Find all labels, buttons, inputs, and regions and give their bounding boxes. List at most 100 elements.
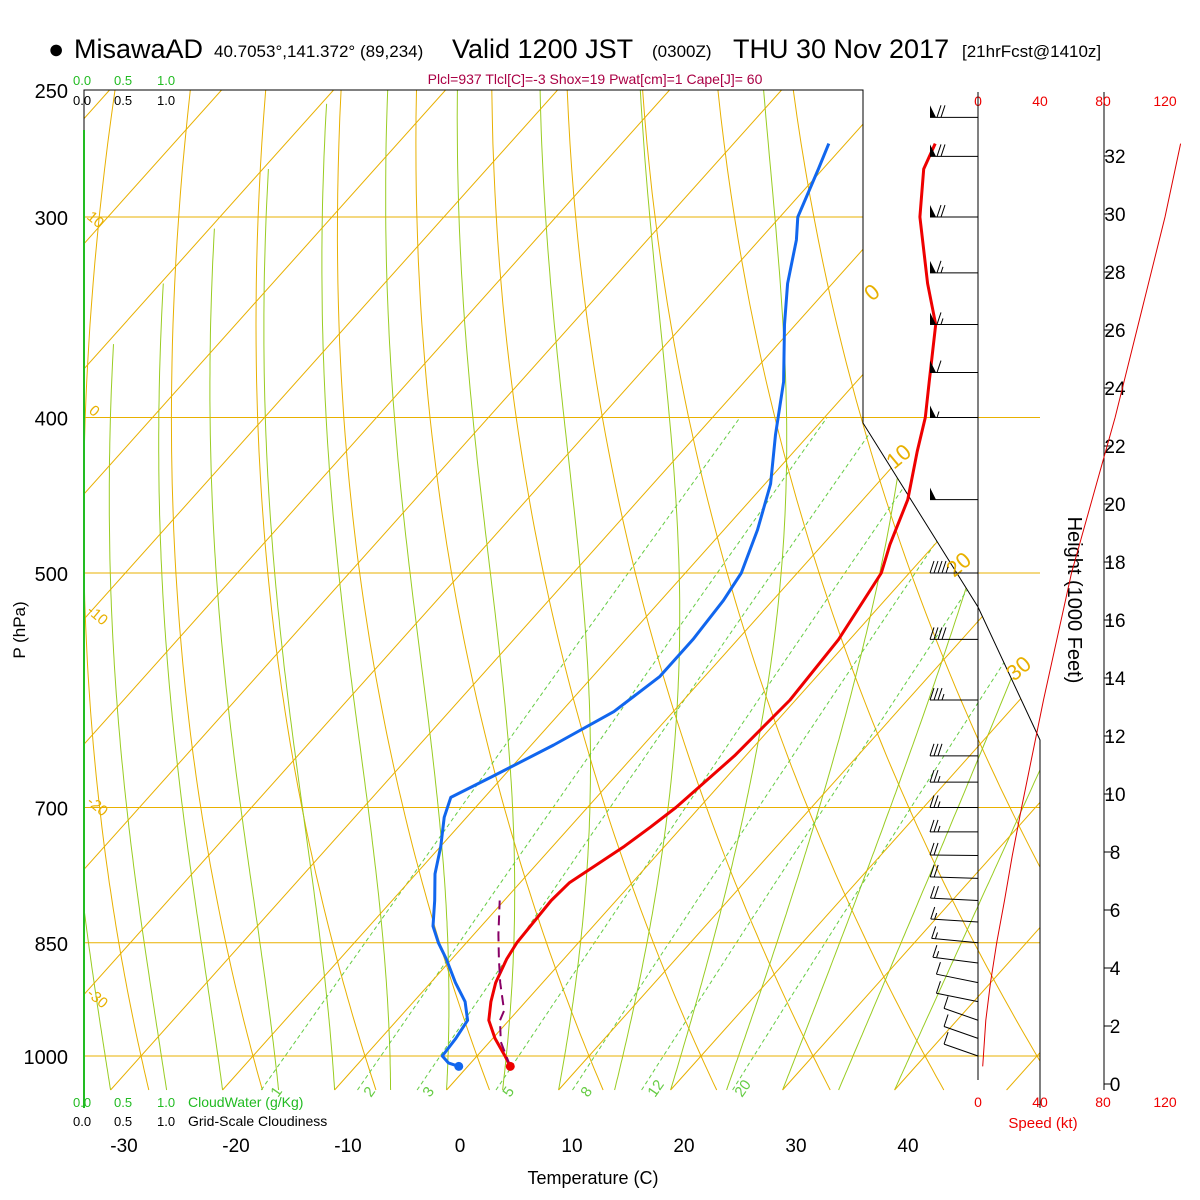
mixing-ratio-line bbox=[495, 417, 953, 1091]
wind-barb-half-feather bbox=[936, 951, 940, 958]
wind-speed-profile bbox=[982, 143, 1182, 1067]
dry-adiabat bbox=[170, 90, 263, 1091]
wind-barb-feather bbox=[931, 926, 937, 939]
wind-barb-flag bbox=[930, 105, 936, 118]
wind-barb-feather bbox=[936, 144, 942, 157]
wind-barb-feather bbox=[935, 962, 941, 975]
wind-barb-feather bbox=[929, 864, 935, 878]
wind-barb-feather bbox=[933, 560, 939, 574]
wind-barb-feather bbox=[943, 1031, 949, 1045]
wind-speed-top-tick: 80 bbox=[1095, 93, 1111, 109]
moist-adiabat bbox=[894, 90, 1040, 1091]
height-tick-label: 12 bbox=[1104, 727, 1125, 748]
isotherm bbox=[670, 90, 1040, 1091]
wind-barb-shaft bbox=[930, 854, 979, 857]
surface-dewpoint-dot bbox=[454, 1061, 464, 1071]
wind-speed-top-tick: 120 bbox=[1153, 93, 1177, 109]
dry-adiabat bbox=[566, 90, 831, 1091]
wind-barb-feather bbox=[937, 687, 943, 701]
wind-barb-feather bbox=[933, 864, 939, 878]
cloud-scale-top-black: 1.0 bbox=[157, 93, 175, 108]
moist-adiabat-label: 10 bbox=[881, 439, 916, 474]
wind-barb-feather bbox=[932, 945, 938, 958]
pressure-tick-label: 700 bbox=[35, 798, 68, 820]
wind-barb-flag bbox=[930, 487, 936, 500]
isotherm bbox=[84, 90, 446, 1091]
wind-barb-feather bbox=[929, 842, 935, 856]
wind-barb-feather bbox=[929, 795, 935, 808]
isotherm bbox=[222, 90, 1040, 1091]
moist-adiabat bbox=[456, 90, 516, 1091]
pressure-tick-label: 250 bbox=[35, 81, 68, 103]
mixing-ratio-label: 2 bbox=[360, 1084, 379, 1101]
wind-barb-feather bbox=[933, 769, 939, 783]
moist-adiabat bbox=[263, 168, 336, 1091]
wind-barb-feather bbox=[935, 981, 941, 994]
mixing-ratio-label: 8 bbox=[577, 1084, 596, 1101]
wind-barb-feather bbox=[940, 204, 946, 218]
height-tick-label: 2 bbox=[1110, 1017, 1121, 1038]
wind-barb-feather bbox=[933, 743, 939, 756]
height-tick-label: 24 bbox=[1104, 379, 1126, 400]
dry-adiabat bbox=[336, 90, 490, 1091]
moist-adiabat-label: 20 bbox=[941, 547, 976, 582]
moist-adiabat bbox=[84, 390, 112, 1091]
isotherm bbox=[110, 90, 1006, 1091]
wind-barb-feather bbox=[936, 105, 942, 118]
cloud-scale-bottom-green: 0.5 bbox=[114, 1095, 132, 1110]
pressure-tick-label: 1000 bbox=[24, 1047, 69, 1069]
wind-barb-feather bbox=[929, 687, 935, 701]
temperature-tick-label: 0 bbox=[455, 1136, 466, 1157]
dry-adiabat bbox=[415, 90, 604, 1091]
dewpoint-profile bbox=[431, 143, 831, 1068]
temperature-tick-label: 30 bbox=[785, 1136, 806, 1157]
temperature-tick-label: -10 bbox=[334, 1136, 361, 1157]
stability-indices: Plcl=937 Tlcl[C]=-3 Shox=19 Pwat[cm]=1 C… bbox=[428, 71, 763, 87]
wind-speed-label: Speed (kt) bbox=[1008, 1115, 1077, 1132]
wind-barb-half-feather bbox=[935, 932, 938, 939]
wind-barb-half-feather bbox=[937, 801, 941, 808]
wind-barb-half-feather bbox=[945, 566, 949, 574]
wind-speed-top-tick: 40 bbox=[1032, 93, 1048, 109]
wind-barb-feather bbox=[937, 560, 943, 574]
y-axis-label: P (hPa) bbox=[10, 601, 29, 658]
height-tick-label: 16 bbox=[1104, 611, 1125, 632]
isotherm bbox=[446, 90, 1040, 1091]
height-tick-label: 0 bbox=[1110, 1075, 1121, 1096]
wind-barb-half-feather bbox=[936, 411, 940, 418]
wind-speed-bottom-tick: 120 bbox=[1153, 1094, 1177, 1110]
mixing-ratio-line bbox=[572, 417, 1021, 1091]
moist-adiabat bbox=[670, 90, 788, 1091]
wind-barb-shaft bbox=[943, 1043, 979, 1057]
surface-temperature-dot bbox=[505, 1061, 515, 1071]
moist-adiabat bbox=[108, 344, 168, 1091]
height-tick-label: 20 bbox=[1104, 495, 1125, 516]
wind-barb-feather bbox=[929, 627, 935, 640]
isotherm bbox=[1006, 90, 1040, 1091]
dry-adiabat bbox=[717, 90, 1040, 1091]
wind-barb-flag bbox=[930, 312, 936, 325]
height-tick-label: 22 bbox=[1104, 437, 1125, 458]
forecast-info: [21hrFcst@1410z] bbox=[962, 42, 1102, 61]
wind-barb-feather bbox=[941, 560, 947, 574]
wind-barb-shaft bbox=[930, 897, 979, 902]
wind-barb-half-feather bbox=[940, 318, 944, 325]
wind-speed-bottom-tick: 0 bbox=[974, 1094, 982, 1110]
wind-barb-shaft bbox=[930, 876, 979, 879]
dry-adiabat bbox=[84, 90, 150, 1091]
mixing-ratio-line bbox=[416, 417, 882, 1091]
mixing-ratio-label: 12 bbox=[644, 1077, 667, 1100]
wind-barb-feather bbox=[933, 886, 939, 899]
moist-adiabat-label: 30 bbox=[1001, 651, 1036, 686]
dry-adiabat bbox=[1095, 90, 1200, 1090]
height-tick-label: 30 bbox=[1104, 205, 1125, 226]
wind-barb-feather bbox=[937, 743, 943, 756]
wind-speed-bottom-tick: 80 bbox=[1095, 1094, 1111, 1110]
cloudwater-label: CloudWater (g/Kg) bbox=[188, 1094, 303, 1110]
forecast-date: THU 30 Nov 2017 bbox=[733, 34, 950, 64]
temperature-tick-label: 40 bbox=[897, 1136, 918, 1157]
mixing-ratio-line bbox=[357, 417, 828, 1091]
wind-barb-flag bbox=[930, 144, 936, 157]
wind-barb-feather bbox=[933, 819, 939, 833]
